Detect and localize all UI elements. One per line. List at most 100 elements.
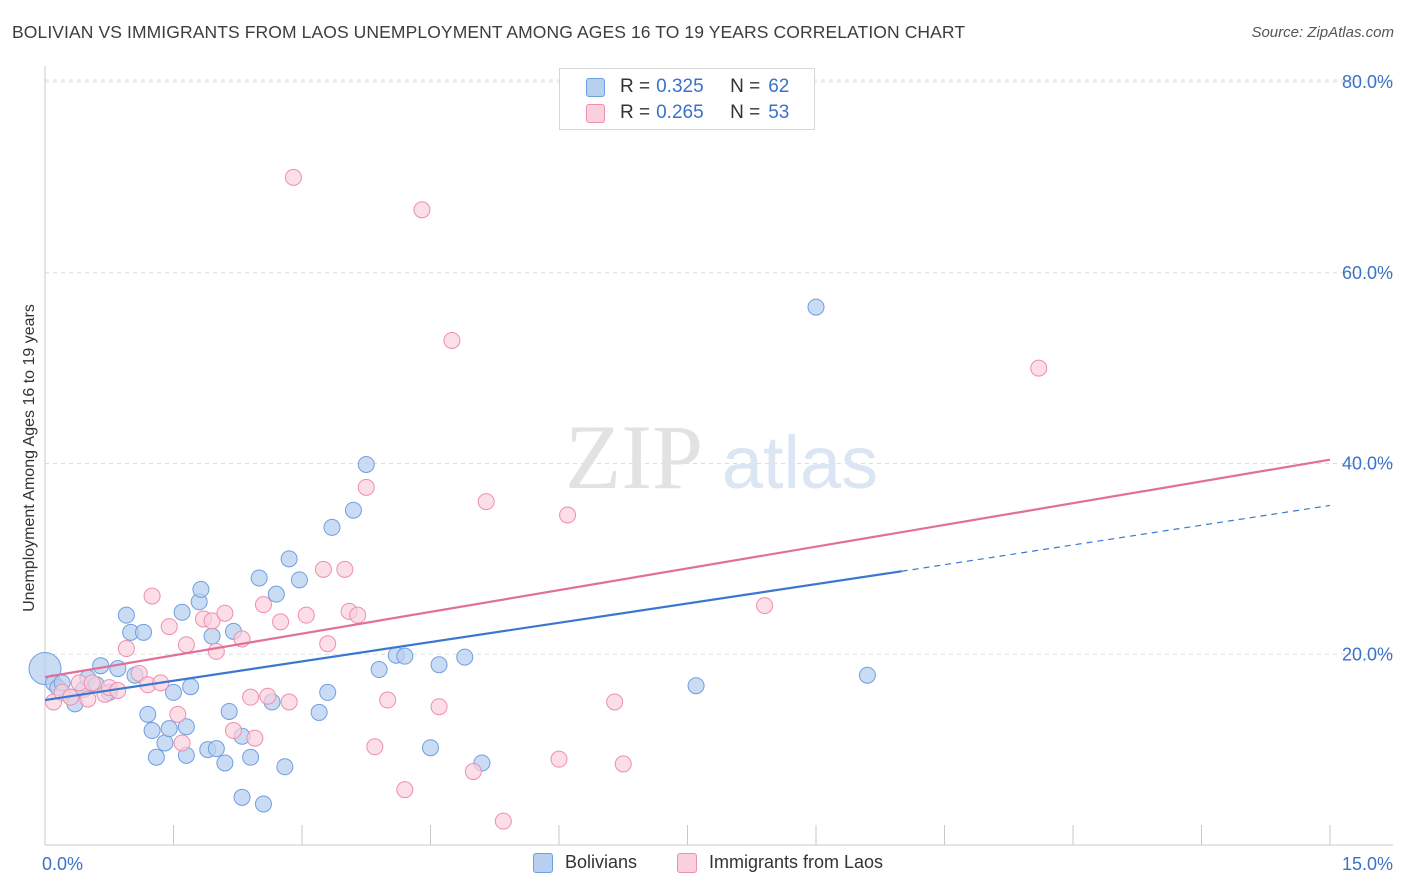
laos-point (207, 642, 225, 660)
bolivians-point (276, 758, 294, 776)
bolivians-point (344, 501, 362, 519)
bolivians-point (280, 550, 298, 568)
laos-point (494, 812, 512, 830)
laos-point (284, 168, 302, 186)
bolivians-point (117, 606, 135, 624)
bolivians-point (267, 585, 285, 603)
bolivians-point (687, 677, 705, 695)
laos-legend-swatch (677, 852, 697, 873)
bolivians-point (207, 740, 225, 758)
laos-point (242, 688, 260, 706)
laos-point (224, 722, 242, 740)
bolivians-point (290, 571, 308, 589)
bolivians-point (173, 603, 191, 621)
x-tick-label: 0.0% (42, 854, 83, 874)
laos-point (550, 750, 568, 768)
laos-point (314, 560, 332, 578)
bolivians-point (135, 623, 153, 641)
bolivians-point (156, 734, 174, 752)
bolivians-point (456, 648, 474, 666)
laos-point (357, 478, 375, 496)
laos-point (169, 705, 187, 723)
bolivians-swatch (586, 77, 605, 97)
laos-point (143, 587, 161, 605)
bolivians-point (233, 788, 251, 806)
stats-row-laos: R = 0.265 N = 53 (586, 101, 790, 125)
laos-trendline (44, 458, 1331, 679)
laos-point (83, 674, 101, 692)
bolivians-point (858, 666, 876, 684)
laos-swatch (586, 103, 605, 123)
r-value: 0.265 (656, 102, 704, 123)
bolivians-point (147, 748, 165, 766)
watermark: ZIP atlas (565, 406, 878, 508)
grid-lines (45, 79, 1393, 655)
laos-point (477, 493, 495, 511)
tick-labels: 20.0% 40.0% 60.0% 80.0% 0.0% 15.0% (42, 72, 1393, 874)
stats-legend: R = 0.325 N = 62 R = 0.265 N = 53 (559, 68, 815, 130)
laos-point (349, 606, 367, 624)
bolivians-point (430, 656, 448, 674)
laos-point (379, 691, 397, 709)
laos-point (117, 640, 135, 658)
laos-point (280, 693, 298, 711)
laos-point (319, 635, 337, 653)
laos-point (130, 664, 148, 682)
bolivians-point (422, 739, 439, 757)
legend-label-bolivians: Bolivians (565, 852, 638, 872)
n-label: N = (730, 102, 761, 123)
laos-point (606, 693, 624, 711)
bolivians-point (254, 795, 272, 813)
bolivians-point (357, 455, 375, 473)
y-tick-label: 60.0% (1342, 263, 1393, 283)
legend-label-laos: Immigrants from Laos (709, 852, 884, 872)
laos-point (464, 763, 482, 781)
r-label: R = (620, 102, 651, 123)
laos-point (614, 755, 632, 773)
laos-point (430, 698, 448, 716)
laos-point (366, 738, 384, 756)
y-tick-label: 80.0% (1342, 72, 1393, 92)
legend-item-laos[interactable]: Immigrants from Laos (677, 852, 883, 873)
n-value: 53 (768, 102, 790, 123)
bolivians-point (242, 748, 260, 766)
laos-point (756, 597, 774, 615)
legend-item-bolivians[interactable]: Bolivians (533, 852, 637, 873)
laos-point (1030, 359, 1048, 377)
bolivians-point (807, 298, 825, 316)
bolivians-point (139, 705, 157, 723)
r-value: 0.325 (656, 76, 704, 97)
chart-title: BOLIVIAN VS IMMIGRANTS FROM LAOS UNEMPLO… (12, 22, 966, 42)
bolivians-point (192, 580, 210, 598)
bolivians-point (143, 722, 161, 740)
laos-point (177, 636, 195, 654)
n-value: 62 (768, 76, 790, 97)
bolivians-trendline-extension (901, 504, 1331, 572)
laos-point (396, 781, 414, 799)
bolivians-point (203, 627, 221, 645)
n-label: N = (730, 76, 761, 97)
laos-point (259, 687, 277, 705)
bolivians-point (177, 718, 195, 736)
bolivians-legend-swatch (533, 852, 553, 873)
bolivians-point (370, 661, 388, 679)
x-tick-label: 15.0% (1342, 854, 1393, 874)
bolivians-point (220, 702, 238, 720)
laos-point (160, 618, 178, 636)
laos-point (216, 604, 234, 622)
y-tick-label: 20.0% (1342, 644, 1393, 664)
axes (44, 66, 1393, 846)
source-label: Source: ZipAtlas.com (1251, 24, 1394, 41)
laos-point (443, 331, 461, 349)
bolivians-point (319, 683, 337, 701)
laos-point (559, 506, 577, 524)
trend-lines (44, 458, 1331, 702)
bolivians-point (396, 647, 414, 665)
laos-point (336, 560, 354, 578)
series-laos-points (45, 168, 1048, 830)
bolivians-trendline (44, 570, 902, 702)
bolivians-point (160, 720, 178, 738)
laos-point (413, 201, 431, 219)
bolivians-point (165, 683, 182, 701)
